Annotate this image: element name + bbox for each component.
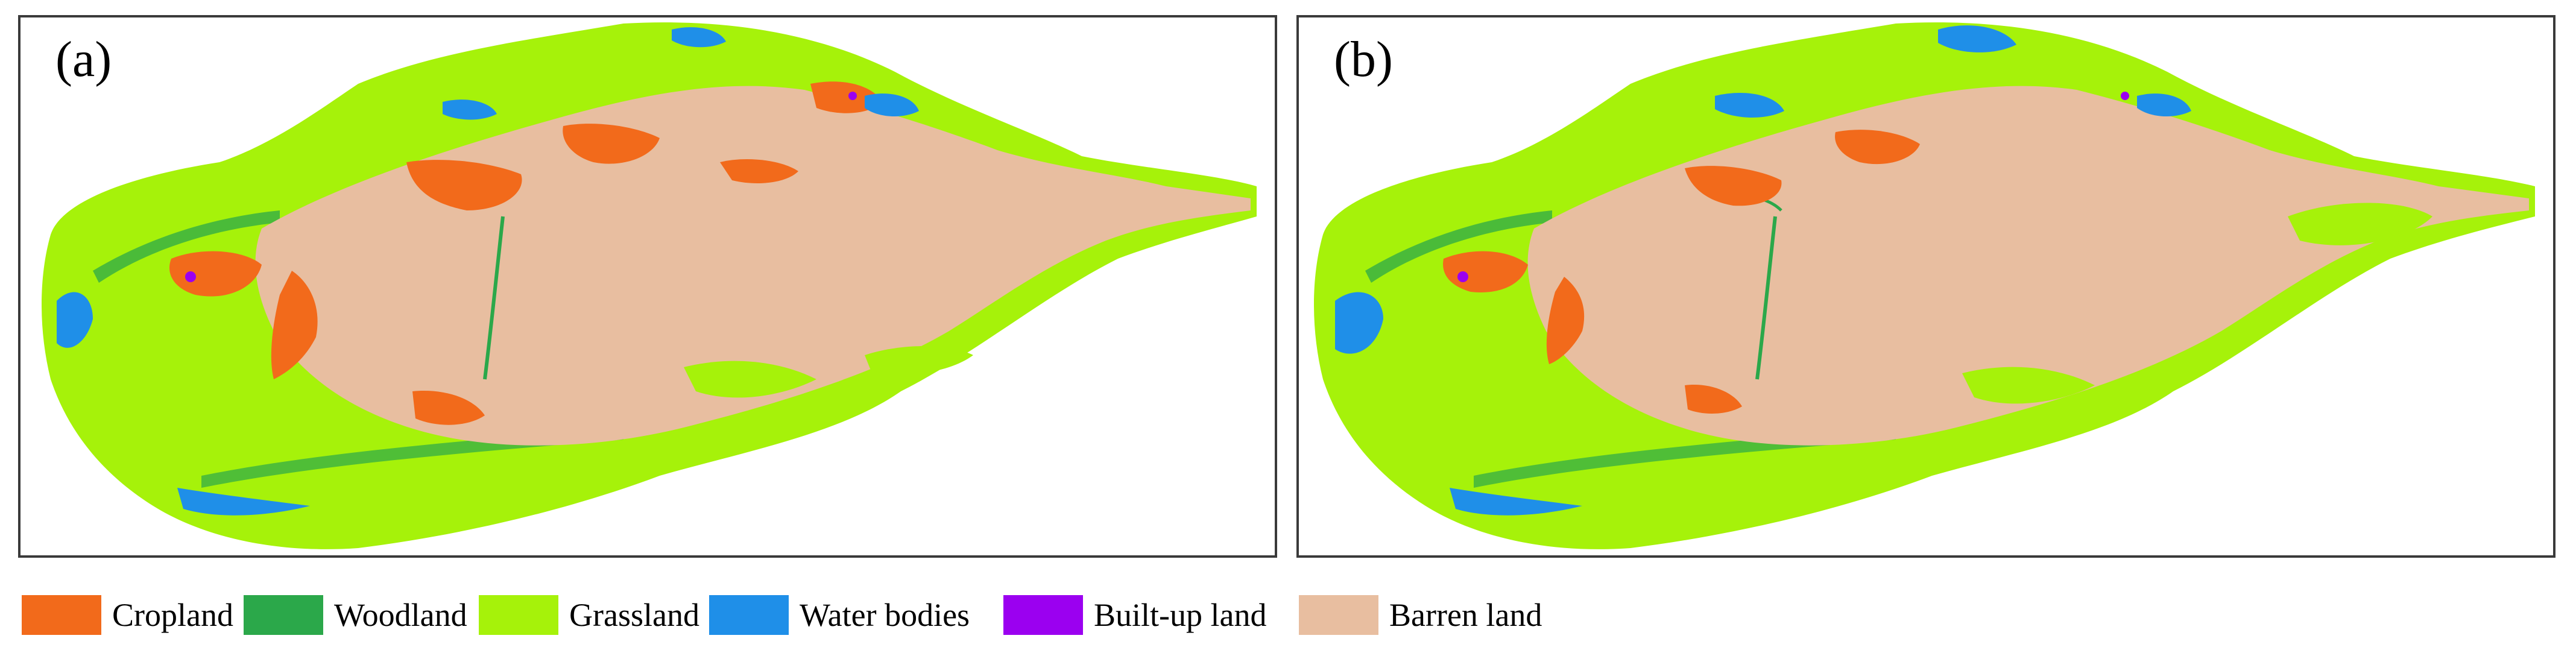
cropland-oasis <box>1546 277 1585 364</box>
water-body <box>443 99 497 120</box>
cropland-oasis <box>1443 251 1528 292</box>
grassland-patch <box>1962 367 2095 404</box>
legend-label: Woodland <box>334 597 467 633</box>
cropland-oasis <box>1685 385 1742 414</box>
legend-label: Barren land <box>1389 597 1542 633</box>
built-up-land <box>1457 271 1468 282</box>
grassland-patch <box>2288 203 2432 245</box>
swatch-woodland <box>244 595 323 635</box>
swatch-built-up-land <box>1003 595 1083 635</box>
panel-label: (a) <box>55 31 112 87</box>
grassland-patch <box>865 346 973 374</box>
built-up-land <box>848 92 857 100</box>
swatch-cropland <box>22 595 101 635</box>
built-up-land <box>2121 92 2129 100</box>
water-body <box>177 488 310 516</box>
water-body <box>57 292 93 348</box>
legend-label: Water bodies <box>800 597 970 633</box>
river <box>483 216 505 380</box>
swatch-grassland <box>479 595 558 635</box>
water-body <box>1450 488 1582 516</box>
cropland-oasis <box>412 391 485 425</box>
built-up-land <box>185 271 196 282</box>
swatch-barren-land <box>1299 595 1378 635</box>
cropland-oasis <box>406 160 522 210</box>
legend-label: Grassland <box>569 597 699 633</box>
water-body <box>1938 25 2016 52</box>
legend: Cropland Woodland Grassland Water bodies… <box>22 593 2572 640</box>
land-use-map-a <box>42 22 1257 549</box>
water-body <box>2137 93 2191 117</box>
cropland-oasis <box>563 124 660 164</box>
legend-label: Cropland <box>112 597 233 633</box>
river <box>1755 216 1777 380</box>
woodland-strip <box>93 210 280 283</box>
water-body <box>672 27 726 48</box>
cropland-oasis <box>1685 166 1782 206</box>
grassland-patch <box>684 361 816 398</box>
water-body <box>1715 92 1784 118</box>
map-panel-b: (b) <box>1296 15 2555 558</box>
legend-label: Built-up land <box>1094 597 1267 633</box>
swatch-water-bodies <box>709 595 789 635</box>
panel-label: (b) <box>1334 31 1393 87</box>
land-use-map-b <box>1314 22 2535 549</box>
cropland-oasis <box>169 251 262 297</box>
cropland-oasis <box>720 159 798 183</box>
barren-land-core <box>1527 86 2529 446</box>
water-body <box>865 93 919 117</box>
cropland-oasis <box>1835 130 1920 165</box>
cropland-oasis <box>271 271 318 379</box>
water-body <box>1335 292 1383 354</box>
woodland-strip <box>1365 210 1552 283</box>
map-panel-a: (a) <box>18 15 1277 558</box>
